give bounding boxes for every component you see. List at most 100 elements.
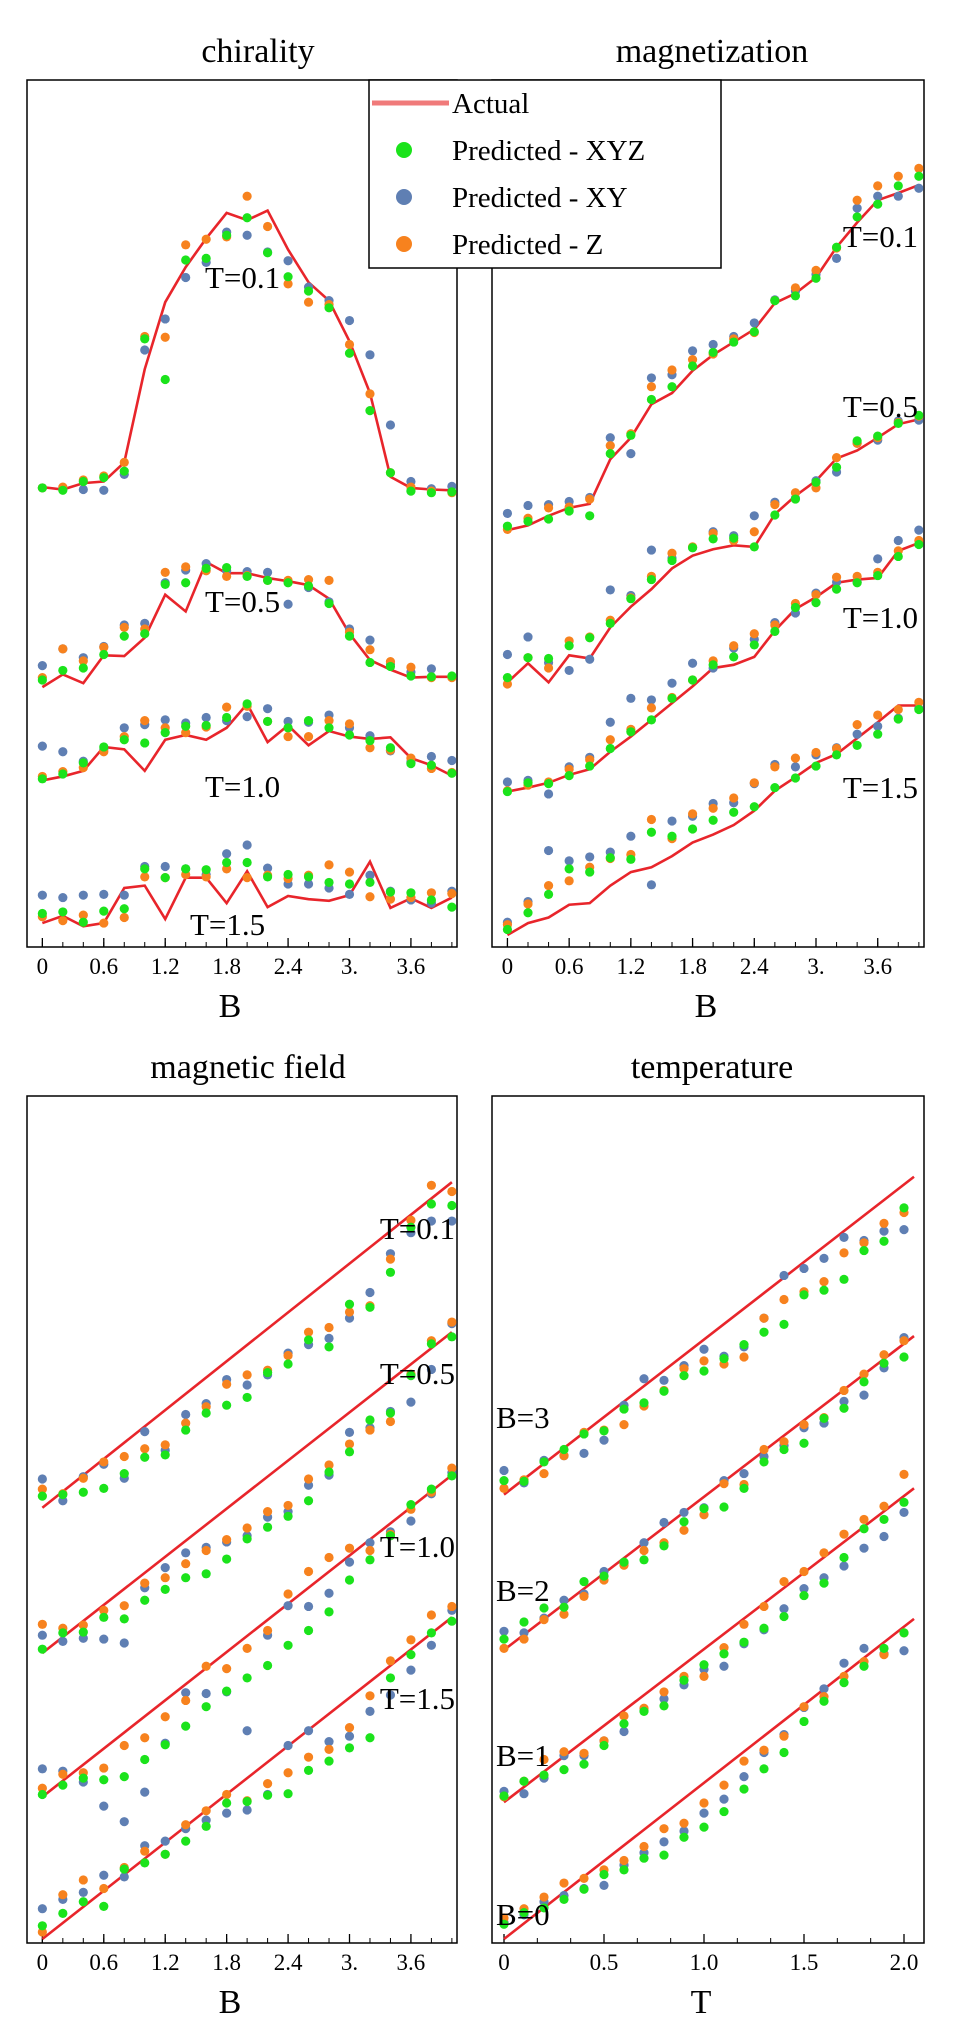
point-xyz xyxy=(819,1578,829,1588)
point-xyz xyxy=(879,1236,889,1246)
point-xyz xyxy=(626,430,636,440)
point-xyz xyxy=(659,1541,669,1551)
point-xy xyxy=(160,314,170,324)
point-xy xyxy=(687,658,698,668)
point-xy xyxy=(679,1507,689,1518)
point-z xyxy=(893,704,903,715)
point-xyz xyxy=(447,671,457,681)
point-xyz xyxy=(914,539,924,550)
point-xyz xyxy=(899,1352,909,1362)
curve-label: T=0.1 xyxy=(380,1211,455,1246)
point-z xyxy=(790,488,801,498)
curve-group-2: T=0.5 xyxy=(37,559,457,689)
point-xyz xyxy=(99,472,109,483)
point-xyz xyxy=(893,714,903,724)
point-xyz xyxy=(667,693,677,703)
point-z xyxy=(385,1416,396,1427)
point-xyz xyxy=(523,778,533,788)
point-xyz xyxy=(779,1444,789,1455)
actual-line xyxy=(41,1474,453,1798)
point-z xyxy=(344,339,355,350)
point-xyz xyxy=(659,1701,669,1711)
point-xy xyxy=(262,704,273,714)
point-xyz xyxy=(749,802,759,812)
point-xy xyxy=(739,1772,749,1782)
point-xyz xyxy=(181,1573,191,1583)
point-xyz xyxy=(679,1517,689,1527)
point-xy xyxy=(78,890,88,900)
point-xyz xyxy=(283,1640,293,1650)
point-xyz xyxy=(426,760,437,770)
point-xy xyxy=(605,585,615,595)
point-xyz xyxy=(579,1576,589,1587)
point-xy xyxy=(646,373,657,383)
point-z xyxy=(201,1545,211,1556)
point-xy xyxy=(303,1601,314,1612)
point-xyz xyxy=(58,1908,68,1918)
point-xyz xyxy=(708,815,718,825)
point-z xyxy=(181,727,191,738)
point-xyz xyxy=(749,542,759,552)
point-xy xyxy=(99,889,109,899)
point-z xyxy=(739,1619,749,1629)
curve-label: T=0.1 xyxy=(843,219,918,254)
point-xyz xyxy=(879,1514,889,1525)
point-xyz xyxy=(579,1884,589,1894)
point-xyz xyxy=(181,864,191,874)
point-xy xyxy=(78,484,88,495)
point-xy xyxy=(140,345,150,355)
point-z xyxy=(119,622,129,632)
point-z xyxy=(58,644,68,654)
point-xy xyxy=(873,721,883,731)
point-z xyxy=(749,629,759,639)
point-xyz xyxy=(719,1502,729,1512)
point-xyz xyxy=(839,1677,849,1688)
point-xyz xyxy=(201,1569,211,1579)
x-tick-label: 1.2 xyxy=(151,954,180,979)
point-xyz xyxy=(78,1627,88,1637)
point-xyz xyxy=(646,715,657,725)
point-xy xyxy=(222,849,232,859)
point-xyz xyxy=(779,1319,789,1329)
curve-group-1: T=0.1 xyxy=(37,1180,457,1509)
point-xyz xyxy=(447,768,457,778)
point-xyz xyxy=(599,1869,609,1880)
point-z xyxy=(283,731,293,742)
point-xy xyxy=(914,525,924,535)
point-z xyxy=(646,814,657,825)
point-xyz xyxy=(426,488,437,498)
point-xyz xyxy=(426,1199,437,1209)
point-z xyxy=(99,1457,109,1467)
point-xyz xyxy=(659,1386,669,1396)
point-xy xyxy=(859,1643,869,1654)
point-xyz xyxy=(679,1832,689,1842)
curve-group-1: B=3 xyxy=(496,1175,915,1496)
point-xyz xyxy=(679,1675,689,1685)
point-xyz xyxy=(365,1733,375,1743)
point-xyz xyxy=(639,1555,649,1565)
plot-frame xyxy=(26,79,458,948)
point-xyz xyxy=(426,1484,437,1494)
point-xy xyxy=(181,1548,191,1558)
point-xy xyxy=(160,861,170,872)
point-xy xyxy=(324,1333,334,1343)
point-xyz xyxy=(119,1864,129,1874)
legend-label: Predicted - Z xyxy=(452,229,603,261)
point-z xyxy=(222,1535,232,1545)
point-z xyxy=(447,1186,457,1197)
point-xy xyxy=(626,831,636,841)
curve-label: B=3 xyxy=(496,1400,550,1435)
point-z xyxy=(181,1695,191,1706)
point-xyz xyxy=(140,1858,150,1868)
x-tick-label: 0.6 xyxy=(555,954,584,979)
point-xyz xyxy=(222,1686,232,1696)
point-z xyxy=(201,872,211,882)
point-xyz xyxy=(447,1471,457,1481)
point-xy xyxy=(646,695,657,705)
point-xyz xyxy=(78,758,88,768)
point-z xyxy=(201,234,211,244)
chart-panel-2: magnetization 0 0.6 1.2 1.8 2.4 3. 3.6 B T=0.1 T=0… xyxy=(491,33,925,1025)
point-z xyxy=(365,1691,375,1701)
curve-label: T=0.5 xyxy=(380,1356,455,1391)
point-xyz xyxy=(262,248,273,258)
